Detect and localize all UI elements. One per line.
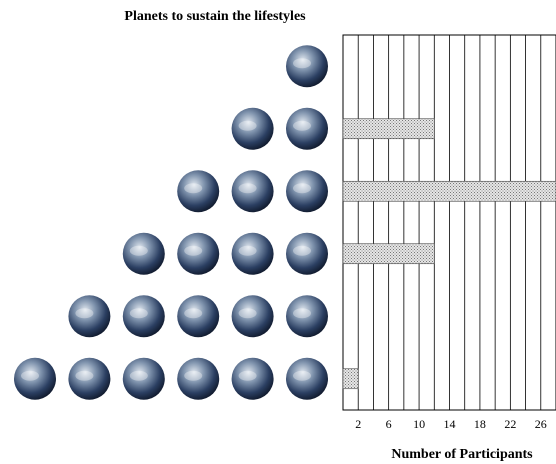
planet-cloud	[184, 371, 202, 381]
planet-cloud	[75, 308, 93, 318]
planet-cloud	[21, 371, 39, 381]
planet-cloud	[75, 371, 93, 381]
planet-group	[123, 233, 328, 275]
bar	[343, 369, 358, 389]
x-axis-label: Number of Participants	[391, 447, 533, 462]
planet-cloud	[293, 308, 311, 318]
chart-title: Planets to sustain the lifestyles	[124, 9, 306, 24]
planet-group	[177, 170, 328, 212]
planet-cloud	[293, 183, 311, 193]
planet-cloud	[130, 246, 148, 256]
x-tick-label: 6	[386, 417, 392, 431]
x-tick-label: 10	[413, 417, 425, 431]
planet-cloud	[184, 183, 202, 193]
chart: Planets to sustain the lifestyles Number…	[0, 0, 556, 464]
planet-cloud	[239, 121, 257, 131]
bar	[343, 244, 434, 264]
planet-group	[286, 45, 328, 87]
planet-cloud	[130, 308, 148, 318]
planet-cloud	[293, 121, 311, 131]
planet-group	[232, 108, 328, 150]
planet-cloud	[293, 58, 311, 68]
x-tick-label: 2	[355, 417, 361, 431]
bar	[343, 181, 556, 201]
planet-cloud	[184, 308, 202, 318]
page: Planets to sustain the lifestyles Number…	[0, 0, 556, 464]
x-tick-label: 14	[444, 417, 456, 431]
planet-cloud	[239, 371, 257, 381]
planet-cloud	[239, 308, 257, 318]
planet-cloud	[184, 246, 202, 256]
bar	[343, 119, 434, 139]
planet-cloud	[293, 371, 311, 381]
planet-group	[14, 358, 328, 400]
x-tick-label: 18	[474, 417, 486, 431]
x-tick-label: 26	[535, 417, 547, 431]
planet-cloud	[130, 371, 148, 381]
planet-cloud	[293, 246, 311, 256]
x-tick-label: 22	[504, 417, 516, 431]
planet-cloud	[239, 183, 257, 193]
planet-cloud	[239, 246, 257, 256]
planet-group	[68, 295, 328, 337]
